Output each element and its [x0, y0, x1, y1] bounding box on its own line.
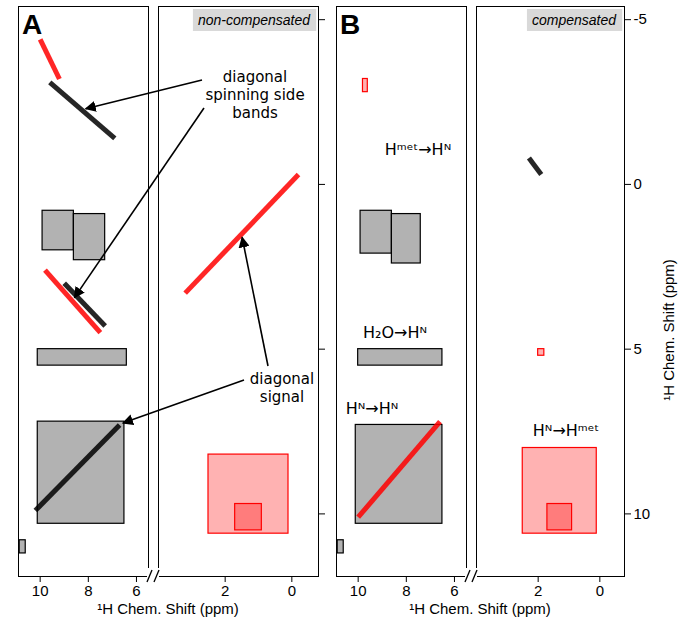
- svg-text:2: 2: [221, 582, 229, 599]
- svg-text:-5: -5: [634, 10, 647, 27]
- svg-text:10: 10: [350, 582, 367, 599]
- svg-text:diagonalspinning sidebands: diagonalspinning sidebands: [205, 68, 304, 122]
- svg-text:6: 6: [450, 582, 458, 599]
- svg-text:Hᵐᵉᵗ→Hᴺ: Hᵐᵉᵗ→Hᴺ: [385, 140, 451, 159]
- svg-text:¹H Chem. Shift (ppm): ¹H Chem. Shift (ppm): [97, 600, 239, 617]
- svg-text:2: 2: [534, 582, 542, 599]
- svg-text:8: 8: [402, 582, 410, 599]
- svg-text:0: 0: [596, 582, 604, 599]
- svg-text:6: 6: [132, 582, 140, 599]
- svg-text:10: 10: [634, 505, 651, 522]
- svg-text:0: 0: [634, 175, 642, 192]
- svg-text:0: 0: [288, 582, 296, 599]
- svg-text:compensated: compensated: [532, 12, 617, 28]
- svg-text:¹H Chem. Shift (ppm): ¹H Chem. Shift (ppm): [660, 259, 677, 401]
- svg-text:Hᴺ→Hᴺ: Hᴺ→Hᴺ: [346, 399, 399, 418]
- svg-text:A: A: [22, 9, 42, 40]
- svg-text:H₂O→Hᴺ: H₂O→Hᴺ: [363, 323, 427, 342]
- svg-text:5: 5: [634, 340, 642, 357]
- svg-text:diagonalsignal: diagonalsignal: [250, 370, 314, 406]
- svg-text:non-compensated: non-compensated: [198, 12, 311, 28]
- svg-text:B: B: [340, 9, 360, 40]
- svg-text:10: 10: [32, 582, 49, 599]
- svg-text:¹H Chem. Shift (ppm): ¹H Chem. Shift (ppm): [409, 600, 551, 617]
- svg-text:8: 8: [84, 582, 92, 599]
- svg-text:Hᴺ→Hᵐᵉᵗ: Hᴺ→Hᵐᵉᵗ: [533, 421, 599, 440]
